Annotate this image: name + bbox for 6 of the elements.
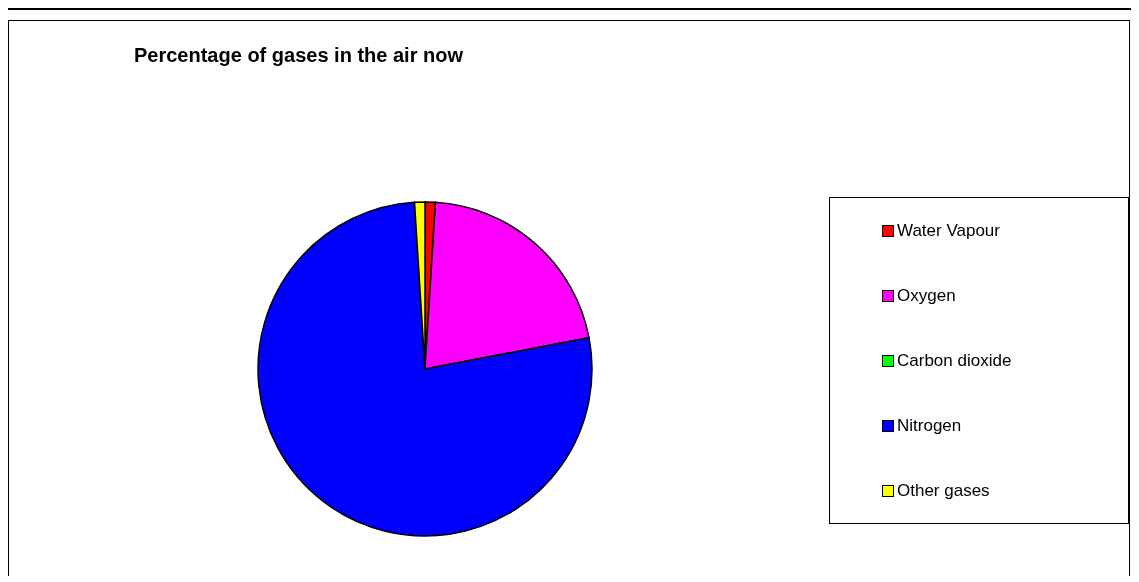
legend-label: Carbon dioxide [897,350,1012,371]
legend-label: Water Vapour [897,220,1000,241]
legend-label: Oxygen [897,285,956,306]
legend-label: Other gases [897,480,990,501]
legend-label: Nitrogen [897,415,962,436]
chart-title: Percentage of gases in the air now [134,44,463,67]
